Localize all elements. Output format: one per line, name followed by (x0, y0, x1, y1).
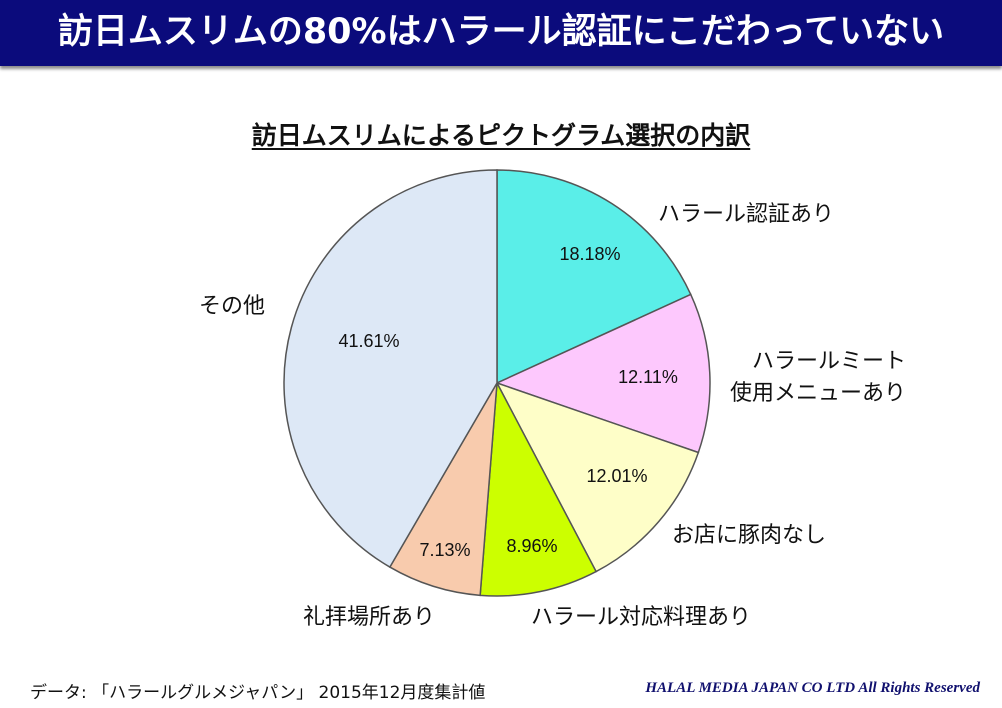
copyright-notice: HALAL MEDIA JAPAN CO LTD All Rights Rese… (645, 680, 980, 696)
slice-value-label: 8.96% (506, 536, 557, 556)
pie-slice (496, 169, 692, 385)
slice-category-label: ハラール認証あり (658, 202, 834, 227)
page-title: 訪日ムスリムの80%はハラール認証にこだわっていない (57, 12, 945, 52)
pie-slice (495, 381, 700, 573)
chart-title: 訪日ムスリムによるピクトグラム選択の内訳 (0, 116, 1002, 152)
slice-category-label: お店に豚肉なし (672, 523, 826, 548)
chart-title-text: 訪日ムスリムによるピクトグラム選択の内訳 (251, 121, 751, 150)
slice-category-label: 礼拝場所あり (303, 605, 435, 630)
slice-value-label: 7.13% (419, 540, 470, 560)
slice-value-label: 18.18% (559, 244, 620, 264)
slice-category-label: その他 (199, 294, 265, 319)
data-source-note: データ: 「ハラールグルメジャパン」 2015年12月度集計値 (30, 683, 486, 703)
slice-value-label: 12.11% (618, 367, 678, 387)
pie-slice (283, 169, 498, 569)
slice-value-label: 41.61% (338, 331, 399, 351)
pie-slice (494, 293, 711, 454)
slice-category-label: ハラールミート使用メニューあり (730, 349, 906, 406)
title-banner: 訪日ムスリムの80%はハラール認証にこだわっていない (0, 0, 1002, 66)
pie-slice (479, 380, 598, 597)
slice-category-label: ハラール対応料理あり (531, 605, 751, 630)
slice-value-label: 12.01% (586, 466, 647, 486)
